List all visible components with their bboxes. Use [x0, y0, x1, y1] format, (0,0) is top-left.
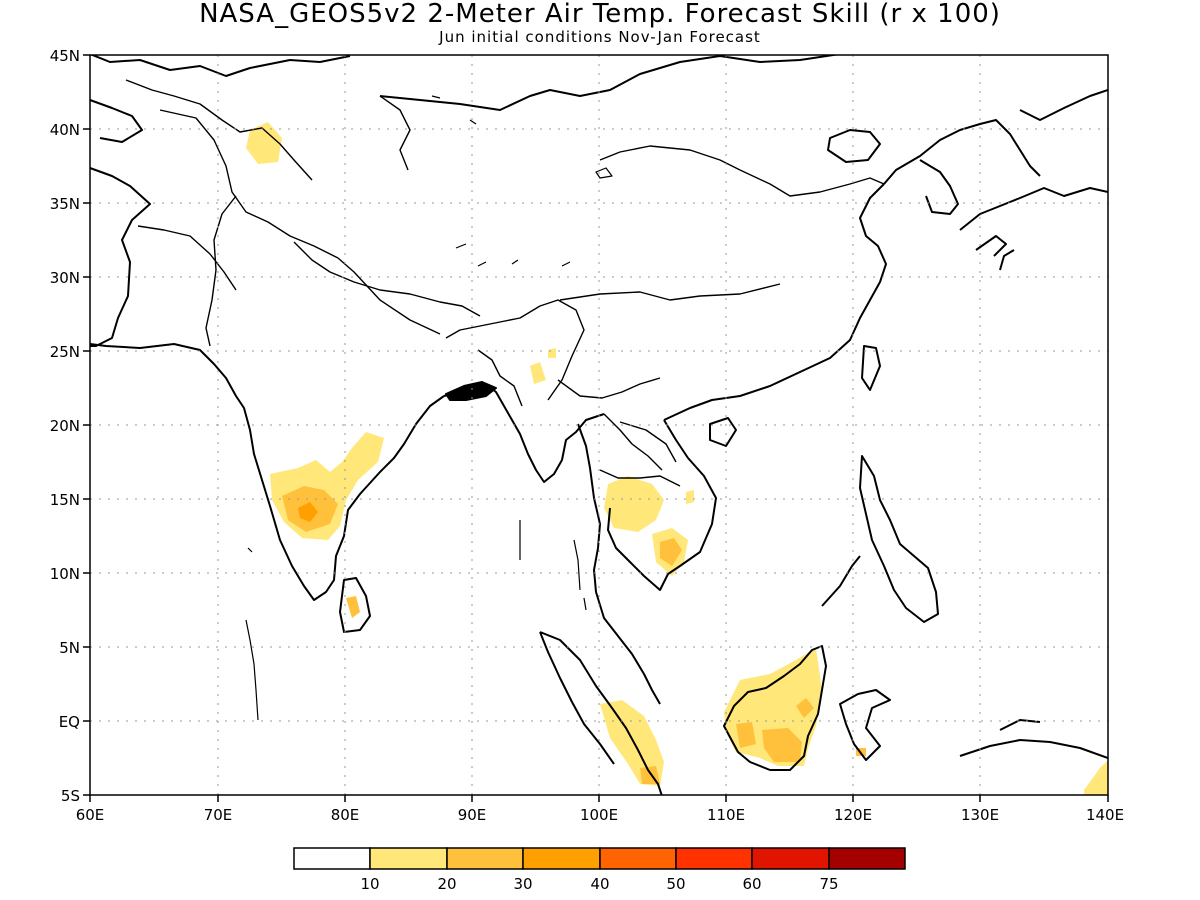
lon-axis-labels: 60E 70E 80E 90E 100E 110E 120E 130E 140E: [76, 806, 1124, 824]
shade-thailand: [604, 476, 664, 532]
colorbar-box: [369, 847, 448, 870]
shade-cambodia-mid: [660, 538, 682, 566]
lat-axis-labels: 45N 40N 35N 30N 25N 20N 15N 10N 5N EQ 5S: [50, 47, 80, 805]
lat-label: 15N: [50, 491, 80, 509]
colorbar-box: [293, 847, 371, 870]
map-title: NASA_GEOS5v2 2-Meter Air Temp. Forecast …: [199, 0, 1001, 29]
lon-label: 70E: [204, 806, 233, 824]
lon-label: 130E: [961, 806, 999, 824]
lat-label: 20N: [50, 417, 80, 435]
lat-label: 40N: [50, 121, 80, 139]
colorbar-label: 50: [666, 875, 685, 893]
shade-png: [1084, 760, 1108, 795]
colorbar-label: 75: [819, 875, 838, 893]
hainan: [709, 417, 737, 447]
lat-label: 5N: [59, 639, 80, 657]
bangladesh-delta: [445, 381, 497, 401]
lat-label: 25N: [50, 343, 80, 361]
coast-malay-peninsula: [577, 423, 661, 705]
lon-label: 140E: [1086, 806, 1124, 824]
java-png: [770, 719, 1108, 795]
colorbar-box: [446, 847, 524, 870]
colorbar-label: 10: [360, 875, 379, 893]
lat-label: 35N: [50, 195, 80, 213]
lon-label: 100E: [580, 806, 618, 824]
taiwan: [861, 345, 881, 391]
borneo: [723, 645, 827, 771]
coast-arabian-sea: [90, 343, 445, 601]
lat-label: 10N: [50, 565, 80, 583]
coast-vietnam-china: [663, 183, 887, 421]
small-islands: [245, 95, 613, 721]
borders: [125, 79, 885, 487]
colorbar-box: [675, 847, 753, 870]
shade-borneo-mid-2: [762, 728, 802, 762]
lon-label: 90E: [458, 806, 487, 824]
shade-myanmar-2: [548, 348, 556, 358]
coast-korea-japan: [883, 89, 1108, 271]
colorbar-box: [599, 847, 677, 870]
sulawesi: [839, 689, 891, 761]
philippines: [821, 455, 939, 623]
shade-central-asia: [246, 122, 282, 164]
grid-lines: [90, 55, 1108, 795]
colorbar-box: [751, 847, 830, 870]
coastlines: [90, 55, 1108, 795]
colorbar: 10 20 30 40 50 60 75: [293, 847, 906, 893]
lat-label: 45N: [50, 47, 80, 65]
srilanka: [339, 577, 371, 633]
shade-borneo-mid-1: [736, 722, 756, 748]
lon-label: 80E: [331, 806, 360, 824]
lon-label: 60E: [76, 806, 105, 824]
tick-marks: [83, 54, 1109, 802]
sumatra: [539, 631, 663, 795]
coast-north-asia: [379, 55, 881, 163]
shade-borneo-mid-3: [796, 698, 814, 718]
colorbar-box: [828, 847, 906, 870]
colorbar-label: 20: [437, 875, 456, 893]
colorbar-label: 40: [590, 875, 609, 893]
map-subtitle: Jun initial conditions Nov-Jan Forecast: [439, 28, 761, 46]
coast-gulf-thailand: [607, 419, 717, 591]
colorbar-label: 30: [513, 875, 532, 893]
lat-label: 5S: [61, 787, 80, 805]
lat-label: EQ: [59, 713, 80, 731]
shade-srilanka: [346, 596, 360, 618]
lon-label: 110E: [707, 806, 745, 824]
colorbar-label: 60: [742, 875, 761, 893]
lat-label: 30N: [50, 269, 80, 287]
shade-sumatra: [600, 700, 664, 786]
colorbar-box: [522, 847, 601, 870]
shade-vietnam-small: [686, 490, 694, 504]
coast-west-asia: [90, 55, 351, 347]
lon-label: 120E: [834, 806, 872, 824]
skill-shading: [246, 122, 1108, 795]
shade-myanmar-1: [530, 362, 546, 384]
shade-india-core: [298, 502, 318, 522]
